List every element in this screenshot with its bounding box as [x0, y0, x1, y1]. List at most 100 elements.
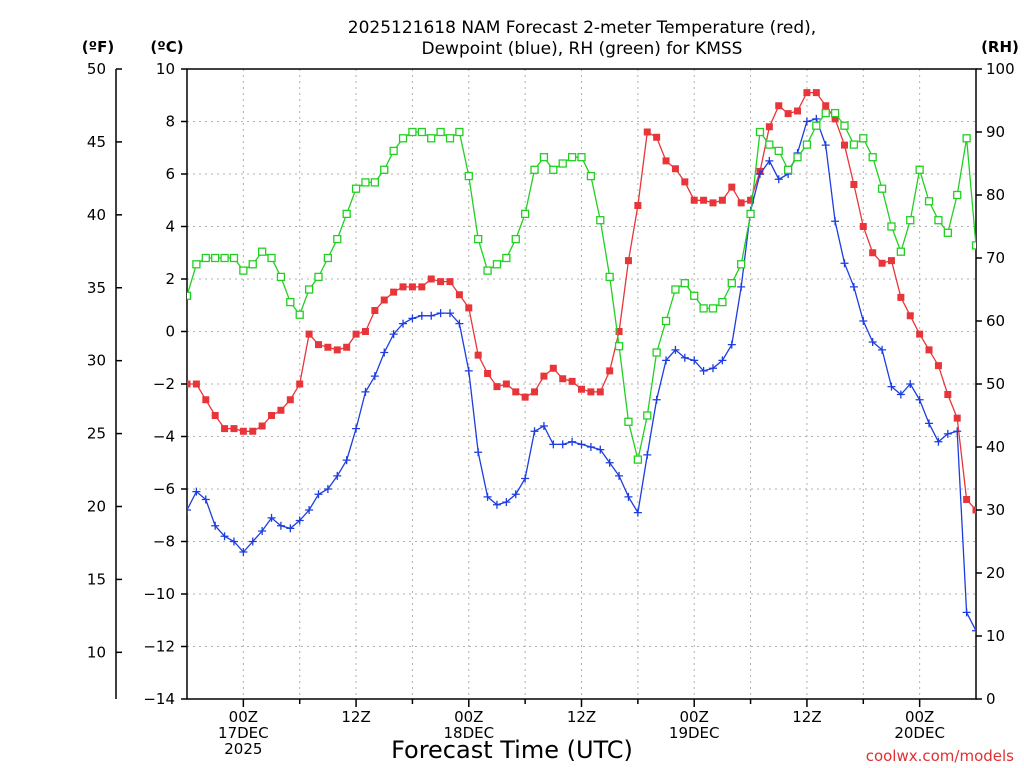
temperature-point: [587, 388, 595, 396]
temperature-point: [822, 102, 830, 110]
fahrenheit-tick-label: 30: [87, 352, 106, 370]
fahrenheit-tick-label: 25: [87, 425, 106, 443]
rh-point: [464, 171, 473, 181]
temperature-point: [408, 283, 416, 291]
dewpoint-point: [671, 345, 680, 354]
temperature-point: [390, 288, 398, 296]
dewpoint-point: [962, 608, 971, 617]
rh-point: [906, 216, 915, 225]
rh-point: [887, 222, 896, 231]
rh-tick-label: 90: [986, 123, 1005, 141]
dewpoint-point: [201, 495, 210, 504]
temperature-point: [747, 196, 755, 204]
temperature-point: [765, 123, 773, 131]
temperature-point: [794, 107, 802, 115]
fahrenheit-tick-label: 15: [87, 570, 106, 588]
temperature-point: [296, 380, 304, 388]
dewpoint-point: [906, 380, 915, 388]
fahrenheit-unit-label: (ºF): [82, 38, 114, 56]
rh-point: [427, 134, 436, 143]
dewpoint-point: [586, 443, 595, 451]
time-tick-label: 00Z: [454, 708, 483, 726]
dewpoint-point: [502, 498, 511, 507]
dewpoint-point: [925, 419, 934, 428]
rh-point: [718, 297, 727, 307]
dewpoint-point: [248, 537, 257, 546]
rh-point: [840, 121, 849, 130]
rh-tick-label: 40: [986, 438, 1005, 456]
rh-point: [201, 253, 210, 263]
rh-point: [239, 266, 248, 275]
dewpoint-point: [737, 282, 746, 291]
time-tick-label: 00Z: [229, 708, 258, 726]
dewpoint-point: [187, 506, 191, 514]
temperature-point: [681, 178, 689, 186]
dewpoint-point: [849, 282, 858, 291]
rh-point: [192, 260, 201, 269]
dewpoint-point: [558, 440, 567, 449]
celsius-tick-label: −10: [143, 585, 175, 603]
rh-point: [661, 316, 671, 326]
time-tick-label: 17DEC: [218, 724, 269, 742]
dewpoint-point: [521, 474, 530, 483]
rh-tick-label: 80: [986, 186, 1005, 204]
rh-point: [765, 140, 774, 149]
dewpoint-point: [821, 141, 830, 150]
temperature-point: [662, 157, 670, 165]
dewpoint-point: [943, 429, 952, 438]
celsius-tick-label: −12: [143, 638, 175, 656]
temperature-point: [286, 396, 294, 404]
rh-tick-label: 50: [986, 375, 1005, 393]
dewpoint-point: [436, 309, 445, 318]
fahrenheit-tick-label: 40: [87, 206, 106, 224]
temperature-point: [202, 396, 210, 404]
rh-point: [793, 153, 802, 162]
temperature-point: [371, 307, 379, 314]
rh-point: [783, 165, 793, 174]
temperature-point: [437, 278, 445, 286]
rh-point: [868, 153, 877, 162]
rh-point: [187, 291, 192, 300]
dewpoint-point: [417, 311, 426, 320]
time-tick-label: 20DEC: [894, 724, 945, 742]
dewpoint-point: [615, 471, 624, 480]
temperature-point: [399, 283, 407, 291]
dewpoint-point: [878, 345, 887, 354]
celsius-tick-label: 0: [165, 323, 175, 341]
celsius-tick-label: −14: [143, 690, 175, 708]
dewpoint-series: [187, 114, 976, 635]
rh-point: [455, 127, 464, 137]
rh-tick-label: 10: [986, 627, 1005, 645]
dewpoint-point: [568, 437, 577, 446]
temperature-point: [934, 362, 942, 370]
rh-point: [680, 279, 689, 288]
temperature-point: [474, 351, 482, 359]
dewpoint-point: [577, 440, 586, 449]
temperature-point: [718, 196, 726, 204]
rh-point: [586, 171, 596, 181]
rh-series: [187, 108, 976, 464]
dewpoint-point: [596, 445, 605, 454]
rh-point: [934, 216, 943, 225]
rh-point: [896, 247, 906, 256]
temperature-point: [596, 388, 604, 396]
temperature-point: [775, 102, 783, 110]
rh-point: [708, 304, 718, 313]
dewpoint-point: [408, 314, 417, 323]
rh-point: [567, 153, 577, 162]
dewpoint-point: [859, 317, 868, 325]
rh-point: [286, 297, 295, 307]
dewpoint-point: [727, 340, 736, 349]
rh-point: [802, 140, 812, 149]
temperature-point: [643, 128, 651, 136]
time-tick-label: 19DEC: [669, 724, 720, 742]
temperature-point: [493, 383, 501, 391]
dewpoint-point: [267, 513, 276, 522]
rh-point: [445, 134, 455, 143]
temperature-point: [925, 346, 933, 354]
time-tick-label: 12Z: [567, 708, 596, 726]
temperature-point: [221, 425, 229, 433]
temperature-point: [869, 249, 877, 257]
